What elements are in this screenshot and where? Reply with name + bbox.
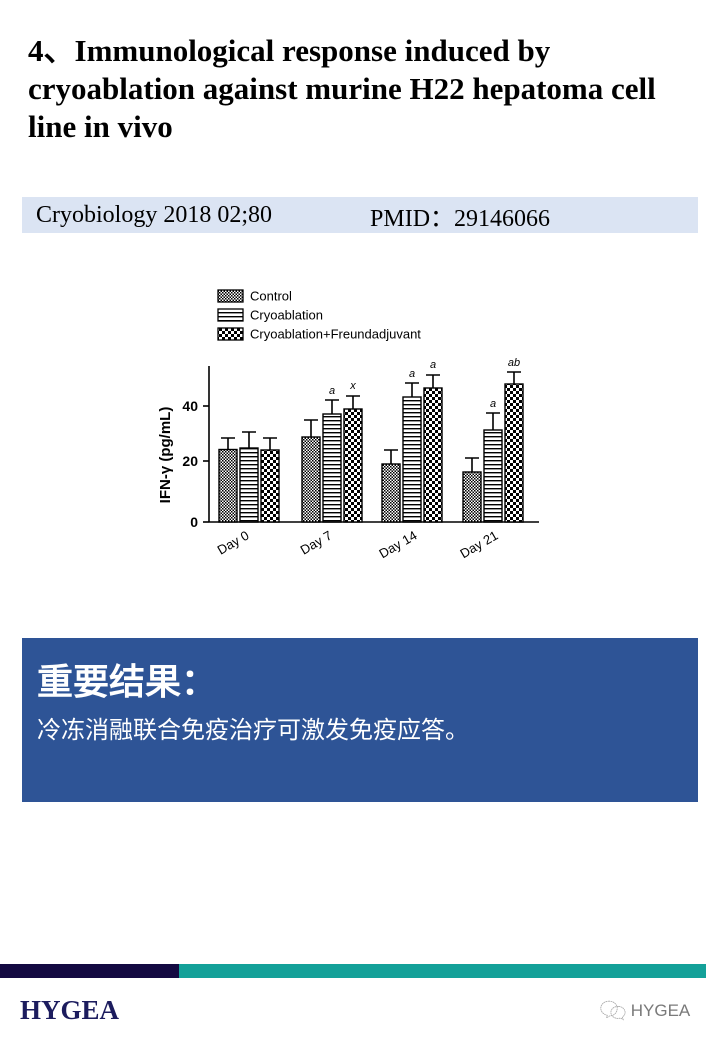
svg-text:Day 14: Day 14 [376, 528, 419, 562]
svg-text:a: a [329, 385, 335, 397]
svg-text:Cryoablation+Freundadjuvant: Cryoablation+Freundadjuvant [250, 327, 421, 342]
svg-text:a: a [430, 359, 436, 371]
svg-text:20: 20 [182, 453, 198, 469]
svg-text:IFN-γ (pg/mL): IFN-γ (pg/mL) [157, 407, 174, 504]
svg-text:Control: Control [250, 289, 292, 304]
svg-text:a: a [409, 368, 415, 380]
svg-text:ab: ab [508, 357, 520, 369]
svg-text:a: a [490, 398, 496, 410]
svg-text:Day 0: Day 0 [215, 528, 252, 558]
svg-text:40: 40 [182, 398, 198, 414]
svg-text:Cryoablation: Cryoablation [250, 308, 323, 323]
svg-text:x: x [349, 380, 356, 392]
svg-text:Day 7: Day 7 [298, 528, 335, 558]
svg-text:Day 21: Day 21 [457, 528, 500, 562]
svg-text:0: 0 [190, 514, 198, 530]
